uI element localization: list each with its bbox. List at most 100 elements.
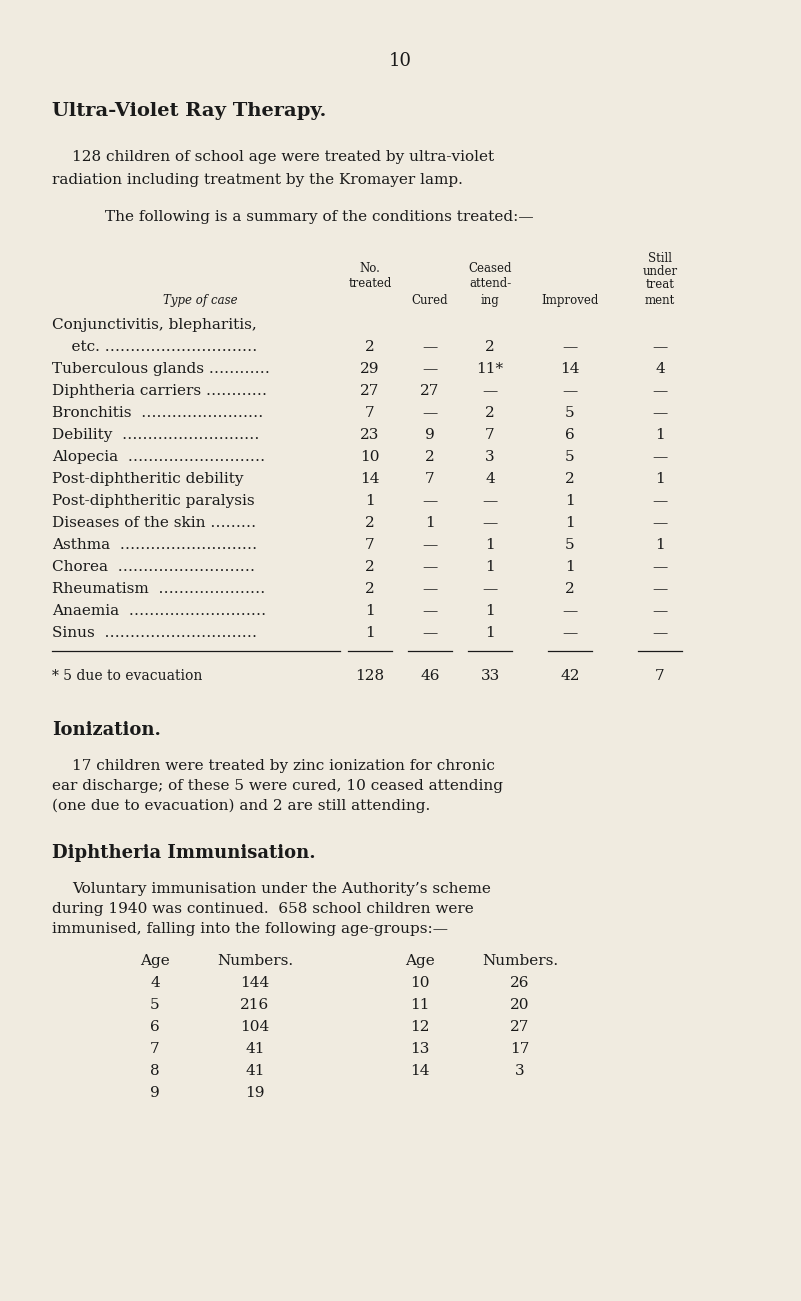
Text: 1: 1 <box>365 494 375 507</box>
Text: 144: 144 <box>240 976 270 990</box>
Text: attend-: attend- <box>469 277 511 290</box>
Text: —: — <box>482 494 497 507</box>
Text: 27: 27 <box>360 384 380 398</box>
Text: Diseases of the skin ………: Diseases of the skin ……… <box>52 516 256 530</box>
Text: Post-diphtheritic debility: Post-diphtheritic debility <box>52 472 244 487</box>
Text: 20: 20 <box>510 998 529 1012</box>
Text: 128 children of school age were treated by ultra-violet: 128 children of school age were treated … <box>72 150 494 164</box>
Text: 1: 1 <box>485 626 495 640</box>
Text: 41: 41 <box>245 1064 265 1079</box>
Text: Numbers.: Numbers. <box>217 954 293 968</box>
Text: 7: 7 <box>425 472 435 487</box>
Text: —: — <box>422 539 437 552</box>
Text: —: — <box>652 450 667 464</box>
Text: 1: 1 <box>485 559 495 574</box>
Text: during 1940 was continued.  658 school children were: during 1940 was continued. 658 school ch… <box>52 902 473 916</box>
Text: Diphtheria carriers …………: Diphtheria carriers ………… <box>52 384 267 398</box>
Text: 1: 1 <box>425 516 435 530</box>
Text: 7: 7 <box>365 406 375 420</box>
Text: 19: 19 <box>245 1086 265 1101</box>
Text: Sinus  …………………………: Sinus ………………………… <box>52 626 257 640</box>
Text: Rheumatism  …………………: Rheumatism ………………… <box>52 582 265 596</box>
Text: 5: 5 <box>566 450 575 464</box>
Text: Type of case: Type of case <box>163 294 237 307</box>
Text: 5: 5 <box>151 998 160 1012</box>
Text: 9: 9 <box>150 1086 160 1101</box>
Text: 2: 2 <box>365 340 375 354</box>
Text: 7: 7 <box>151 1042 160 1056</box>
Text: —: — <box>652 582 667 596</box>
Text: —: — <box>562 340 578 354</box>
Text: 128: 128 <box>356 669 384 683</box>
Text: —: — <box>652 604 667 618</box>
Text: 2: 2 <box>566 472 575 487</box>
Text: 1: 1 <box>485 604 495 618</box>
Text: Ceased: Ceased <box>469 262 512 275</box>
Text: —: — <box>652 384 667 398</box>
Text: —: — <box>652 626 667 640</box>
Text: 1: 1 <box>655 428 665 442</box>
Text: Ultra-Violet Ray Therapy.: Ultra-Violet Ray Therapy. <box>52 101 326 120</box>
Text: 2: 2 <box>485 340 495 354</box>
Text: —: — <box>652 494 667 507</box>
Text: Post-diphtheritic paralysis: Post-diphtheritic paralysis <box>52 494 255 507</box>
Text: 17: 17 <box>510 1042 529 1056</box>
Text: radiation including treatment by the Kromayer lamp.: radiation including treatment by the Kro… <box>52 173 463 187</box>
Text: Age: Age <box>405 954 435 968</box>
Text: 23: 23 <box>360 428 380 442</box>
Text: —: — <box>562 626 578 640</box>
Text: 7: 7 <box>485 428 495 442</box>
Text: —: — <box>422 406 437 420</box>
Text: Numbers.: Numbers. <box>482 954 558 968</box>
Text: 14: 14 <box>360 472 380 487</box>
Text: 3: 3 <box>515 1064 525 1079</box>
Text: 1: 1 <box>485 539 495 552</box>
Text: 14: 14 <box>560 362 580 376</box>
Text: (one due to evacuation) and 2 are still attending.: (one due to evacuation) and 2 are still … <box>52 799 430 813</box>
Text: No.: No. <box>360 262 380 275</box>
Text: 29: 29 <box>360 362 380 376</box>
Text: 13: 13 <box>410 1042 429 1056</box>
Text: 5: 5 <box>566 539 575 552</box>
Text: The following is a summary of the conditions treated:—: The following is a summary of the condit… <box>105 209 533 224</box>
Text: * 5 due to evacuation: * 5 due to evacuation <box>52 669 203 683</box>
Text: 10: 10 <box>388 52 412 70</box>
Text: Asthma  ………………………: Asthma ……………………… <box>52 539 257 552</box>
Text: 2: 2 <box>485 406 495 420</box>
Text: Diphtheria Immunisation.: Diphtheria Immunisation. <box>52 844 316 863</box>
Text: 1: 1 <box>655 472 665 487</box>
Text: —: — <box>422 582 437 596</box>
Text: 10: 10 <box>360 450 380 464</box>
Text: treat: treat <box>646 278 674 291</box>
Text: 27: 27 <box>510 1020 529 1034</box>
Text: Chorea  ………………………: Chorea ……………………… <box>52 559 255 574</box>
Text: 2: 2 <box>365 516 375 530</box>
Text: —: — <box>422 362 437 376</box>
Text: —: — <box>562 604 578 618</box>
Text: —: — <box>482 582 497 596</box>
Text: 7: 7 <box>365 539 375 552</box>
Text: 26: 26 <box>510 976 529 990</box>
Text: —: — <box>422 559 437 574</box>
Text: Age: Age <box>140 954 170 968</box>
Text: Debility  ………………………: Debility ……………………… <box>52 428 260 442</box>
Text: ing: ing <box>481 294 499 307</box>
Text: 14: 14 <box>410 1064 430 1079</box>
Text: 1: 1 <box>566 559 575 574</box>
Text: 2: 2 <box>425 450 435 464</box>
Text: 11*: 11* <box>477 362 504 376</box>
Text: 6: 6 <box>150 1020 160 1034</box>
Text: 4: 4 <box>150 976 160 990</box>
Text: Conjunctivitis, blepharitis,: Conjunctivitis, blepharitis, <box>52 317 257 332</box>
Text: etc. …………………………: etc. ………………………… <box>52 340 257 354</box>
Text: Improved: Improved <box>541 294 598 307</box>
Text: 27: 27 <box>421 384 440 398</box>
Text: Tuberculous glands …………: Tuberculous glands ………… <box>52 362 270 376</box>
Text: —: — <box>422 604 437 618</box>
Text: 4: 4 <box>655 362 665 376</box>
Text: 3: 3 <box>485 450 495 464</box>
Text: —: — <box>652 516 667 530</box>
Text: Bronchitis  ……………………: Bronchitis …………………… <box>52 406 264 420</box>
Text: 46: 46 <box>421 669 440 683</box>
Text: 10: 10 <box>410 976 430 990</box>
